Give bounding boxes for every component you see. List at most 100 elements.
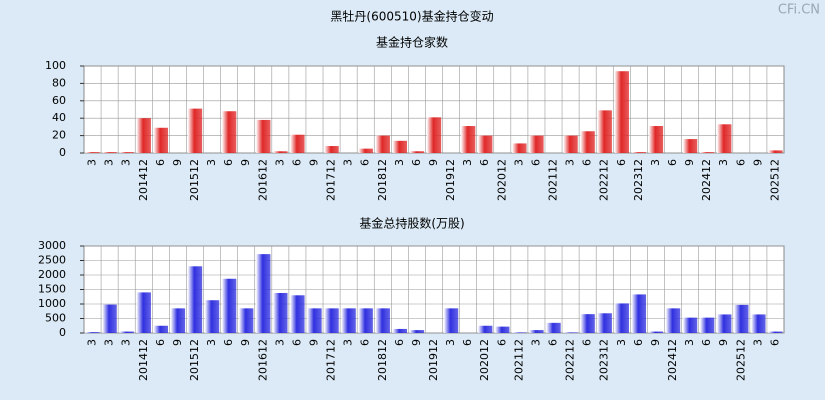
bar: [648, 126, 664, 153]
x-tick-label: 6: [461, 339, 474, 346]
bar: [256, 119, 271, 153]
x-tick-label: 6: [154, 159, 167, 166]
x-tick-label: 3: [717, 159, 730, 166]
bar: [375, 308, 390, 333]
bar: [119, 152, 134, 153]
x-tick-label: 3: [751, 339, 764, 346]
bar: [426, 117, 442, 153]
x-tick-label: 6: [495, 339, 508, 346]
bar: [256, 254, 271, 333]
x-tick-label: 3: [393, 159, 406, 166]
x-tick-label: 3: [205, 159, 218, 166]
x-tick-label: 6: [529, 159, 542, 166]
y-tick-label: 0: [59, 326, 66, 339]
bar: [529, 135, 544, 153]
x-tick-label: 202312: [632, 159, 645, 201]
bar: [273, 292, 288, 333]
y-tick-label: 20: [52, 129, 66, 142]
bar: [563, 135, 578, 153]
bar: [136, 118, 151, 153]
x-tick-label: 202412: [666, 339, 679, 381]
bar: [324, 146, 339, 153]
bar: [580, 314, 595, 333]
bar: [597, 110, 612, 153]
x-tick-label: 3: [120, 159, 133, 166]
bar: [375, 135, 390, 153]
x-tick-label: 3: [86, 159, 99, 166]
bar: [341, 308, 356, 333]
x-tick-label: 201612: [256, 339, 269, 381]
bar: [631, 294, 647, 333]
x-tick-label: 3: [86, 339, 99, 346]
bar: [102, 304, 117, 333]
x-tick-label: 201912: [427, 339, 440, 381]
bar: [682, 317, 698, 333]
x-tick-label: 6: [393, 339, 406, 346]
y-tick-label: 1000: [38, 297, 66, 310]
bar: [170, 308, 186, 333]
bar: [443, 308, 459, 333]
x-tick-label: 202212: [564, 339, 577, 381]
bar: [239, 308, 254, 333]
x-tick-label: 6: [222, 339, 235, 346]
bar: [204, 300, 220, 333]
bar: [580, 131, 595, 153]
x-tick-label: 3: [683, 339, 696, 346]
y-tick-label: 3000: [38, 239, 66, 252]
x-tick-label: 202012: [495, 159, 508, 201]
x-tick-label: 201912: [444, 159, 457, 201]
chart-title: 基金总持股数(万股): [359, 216, 464, 231]
x-tick-label: 3: [461, 159, 474, 166]
x-tick-label: 9: [410, 339, 423, 346]
x-tick-label: 9: [649, 339, 662, 346]
x-tick-label: 9: [171, 159, 184, 166]
bar: [409, 330, 425, 333]
x-tick-label: 3: [103, 339, 116, 346]
x-tick-label: 6: [768, 339, 781, 346]
x-tick-label: 3: [342, 339, 355, 346]
bar: [324, 308, 339, 333]
bar: [717, 124, 732, 153]
x-tick-label: 3: [103, 159, 116, 166]
bar: [460, 126, 476, 153]
bar: [631, 152, 647, 153]
x-tick-label: 6: [290, 159, 303, 166]
watermark: CFi.CN: [778, 3, 820, 18]
x-tick-label: 202512: [734, 339, 747, 381]
x-tick-label: 9: [307, 339, 320, 346]
bar: [221, 278, 237, 333]
x-tick-label: 6: [290, 339, 303, 346]
bar: [409, 151, 425, 153]
x-tick-label: 3: [205, 339, 218, 346]
y-tick-label: 100: [45, 59, 66, 72]
bar: [682, 139, 698, 153]
bar: [153, 325, 168, 333]
bar: [700, 152, 715, 153]
bar: [85, 152, 100, 153]
bar: [529, 330, 544, 333]
x-tick-label: 3: [512, 159, 525, 166]
x-tick-label: 6: [615, 159, 628, 166]
bar: [392, 140, 408, 153]
bar: [119, 331, 134, 333]
x-tick-label: 3: [444, 339, 457, 346]
x-tick-label: 9: [239, 159, 252, 166]
bar: [392, 328, 408, 333]
x-tick-label: 6: [154, 339, 167, 346]
x-tick-label: 6: [478, 159, 491, 166]
bar: [290, 295, 305, 333]
x-tick-label: 201412: [137, 339, 150, 381]
bar: [478, 135, 493, 153]
x-tick-label: 6: [410, 159, 423, 166]
bar: [187, 108, 203, 153]
x-tick-label: 9: [239, 339, 252, 346]
x-tick-label: 202512: [768, 159, 781, 201]
x-tick-label: 6: [666, 159, 679, 166]
page-title: 黑牡丹(600510)基金持仓变动: [330, 9, 493, 24]
x-tick-label: 201712: [325, 339, 338, 381]
x-tick-label: 201812: [376, 339, 389, 381]
x-tick-label: 9: [683, 159, 696, 166]
bar: [734, 304, 749, 333]
bar: [136, 292, 151, 333]
bar: [614, 71, 629, 153]
